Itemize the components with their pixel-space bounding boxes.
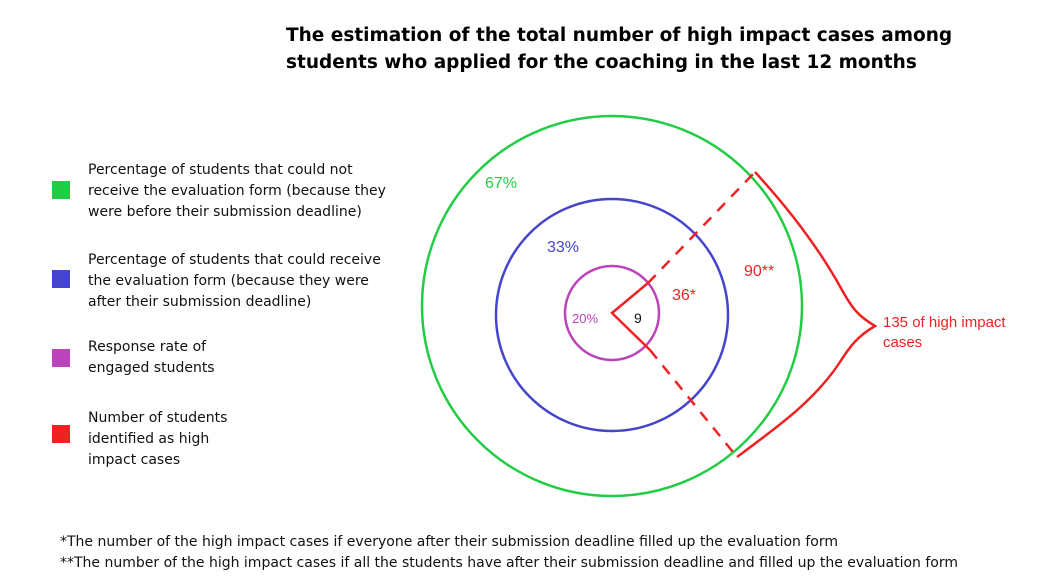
- middle-circle: [494, 197, 730, 433]
- legend-swatch-red: [52, 425, 70, 443]
- cases-brace: [736, 171, 878, 459]
- callout-line-2: cases: [883, 334, 922, 351]
- legend-line: receive the evaluation form (because the…: [88, 183, 386, 199]
- legend-line: identified as high: [88, 431, 210, 447]
- legend-text-response-rate: Response rate of engaged students: [88, 337, 408, 379]
- chart-title: The estimation of the total number of hi…: [286, 22, 953, 76]
- inner-cases-value: 9: [634, 310, 642, 326]
- legend-line: Response rate of: [88, 339, 207, 355]
- cases-wedge-dashed-top: [647, 171, 756, 284]
- footnote-single-asterisk: *The number of the high impact cases if …: [60, 534, 838, 550]
- cases-wedge-dashed-bottom: [649, 349, 738, 458]
- outer-percentage-label: 67%: [485, 175, 517, 192]
- outer-circle: [420, 114, 804, 498]
- cases-wedge-inner: [610, 282, 651, 351]
- callout-line-1: 135 of high impact: [883, 314, 1006, 331]
- legend-text-received: Percentage of students that could receiv…: [88, 250, 408, 313]
- inner-percentage-label: 20%: [572, 311, 598, 326]
- legend-swatch-purple: [52, 349, 70, 367]
- inner-circle: [563, 264, 661, 362]
- legend-line: were before their submission deadline): [88, 204, 362, 220]
- legend-line: the evaluation form (because they were: [88, 273, 369, 289]
- outer-cases-value: 90**: [744, 263, 774, 280]
- legend-text-not-received: Percentage of students that could not re…: [88, 160, 408, 223]
- chart-title-line-2: students who applied for the coaching in…: [286, 52, 917, 73]
- middle-percentage-label: 33%: [547, 239, 579, 256]
- legend-text-high-impact: Number of students identified as high im…: [88, 408, 408, 471]
- legend-line: engaged students: [88, 360, 215, 376]
- legend-line: Percentage of students that could receiv…: [88, 252, 381, 268]
- legend-line: Number of students: [88, 410, 228, 426]
- middle-cases-value: 36*: [672, 287, 696, 304]
- footnote-double-asterisk: **The number of the high impact cases if…: [60, 555, 959, 571]
- legend-swatch-blue: [52, 270, 70, 288]
- legend-line: Percentage of students that could not: [88, 162, 353, 178]
- legend-line: after their submission deadline): [88, 294, 312, 310]
- legend-line: impact cases: [88, 452, 181, 468]
- chart-title-line-1: The estimation of the total number of hi…: [286, 25, 953, 46]
- legend-swatch-green: [52, 181, 70, 199]
